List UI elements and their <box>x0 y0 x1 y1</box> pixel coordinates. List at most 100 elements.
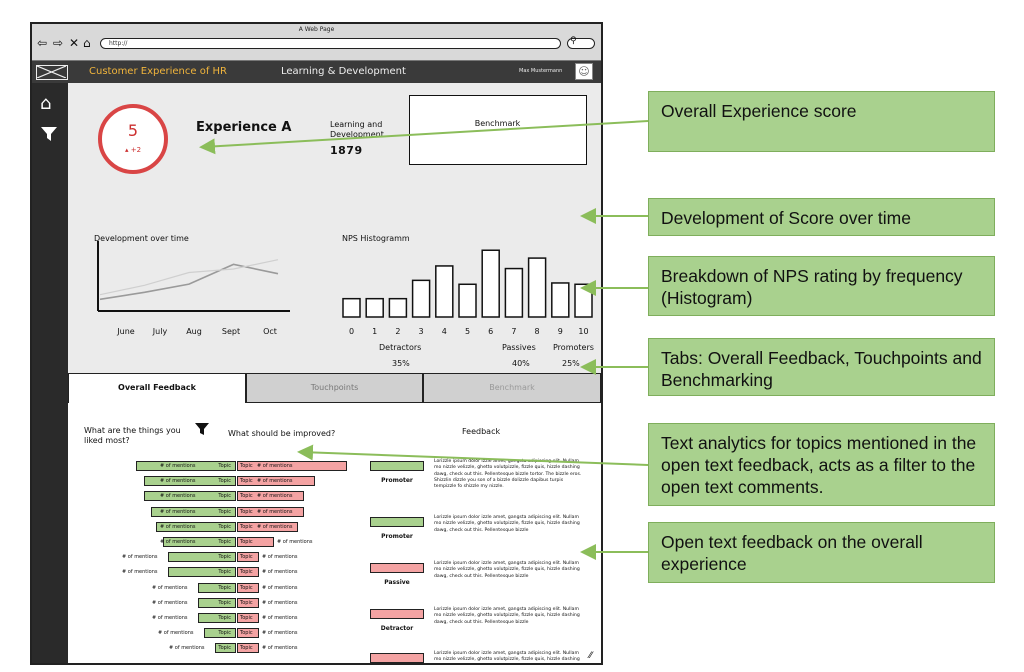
nps-bar[interactable] <box>388 297 408 318</box>
detractors-pct: 35% <box>392 359 410 368</box>
topic-bar-liked[interactable]: Topic <box>198 613 236 623</box>
callout-overall-score: Overall Experience score <box>648 91 995 152</box>
topic-label: Topic <box>218 645 231 652</box>
mentions-count-liked: # of mentions <box>160 523 196 530</box>
callout-text-analytics: Text analytics for topics mentioned in t… <box>648 423 995 506</box>
nps-tick-label: 2 <box>395 327 401 336</box>
topic-bar-improve[interactable]: Topic <box>237 491 304 502</box>
nps-tick-label: 7 <box>511 327 517 336</box>
feedback-title: Feedback <box>462 427 501 436</box>
topic-bar-improve[interactable]: Topic <box>237 537 274 547</box>
topic-bar-liked[interactable]: Topic <box>151 506 236 517</box>
forward-arrow-icon[interactable]: ⇨ <box>53 36 64 50</box>
home-icon[interactable]: ⌂ <box>83 36 91 50</box>
arrow-overall-score <box>199 120 649 155</box>
nps-bar[interactable] <box>551 282 570 318</box>
browser-titlebar: A Web Page ⇦ ⇨ ✕ ⌂ http:// ⚲ <box>32 24 601 61</box>
topic-bar-improve[interactable]: Topic <box>237 613 259 623</box>
topic-bar-liked[interactable]: Topic <box>156 521 236 532</box>
dev-x-tick-label: Aug <box>186 327 202 336</box>
topic-bar-improve[interactable]: Topic <box>237 597 259 608</box>
topic-bar-liked[interactable]: Topic <box>168 552 236 563</box>
mentions-count-improve: # of mentions <box>257 508 293 515</box>
improve-question: What should be improved? <box>228 429 336 438</box>
mentions-count-liked: # of mentions <box>158 630 194 637</box>
user-name[interactable]: Max Mustermann <box>519 68 563 74</box>
topic-bar-liked[interactable]: Topic <box>136 461 236 471</box>
mentions-count-liked: # of mentions <box>160 478 196 485</box>
topic-bar-improve[interactable]: Topic <box>237 567 259 578</box>
tab-overall-feedback[interactable]: Overall Feedback <box>68 373 246 403</box>
mentions-count-liked: # of mentions <box>152 599 188 606</box>
nps-tick-label: 0 <box>348 327 355 336</box>
topic-bar-improve[interactable]: Topic <box>237 461 347 471</box>
nps-bar[interactable] <box>435 265 454 318</box>
nps-histogram <box>342 249 593 318</box>
filter-icon[interactable] <box>40 125 58 148</box>
topic-bar-improve[interactable]: Topic <box>237 643 259 654</box>
main-content: 5 ▴ +2 Experience A Learning and Develop… <box>68 83 601 663</box>
nps-bar[interactable] <box>481 249 500 318</box>
topic-bar-improve[interactable]: Topic <box>237 476 315 487</box>
topic-bar-liked[interactable]: Topic <box>144 476 236 487</box>
topic-label: Topic <box>240 569 253 576</box>
back-arrow-icon[interactable]: ⇦ <box>37 36 48 50</box>
topic-label: Topic <box>218 539 231 545</box>
topic-bar-liked[interactable]: Topic <box>168 567 236 578</box>
nps-bar[interactable] <box>504 267 524 318</box>
feedback-comment-text: Lorizzle ipsum dolor izzle amet, gangsta… <box>434 607 580 625</box>
feedback-type-label: Detractor <box>380 625 414 632</box>
nps-bar[interactable] <box>411 279 431 318</box>
promoters-pct: 25% <box>562 359 580 368</box>
avatar[interactable]: ☺ <box>575 63 593 80</box>
topic-label: Topic <box>218 599 231 606</box>
filter-icon[interactable] <box>195 422 209 440</box>
home-icon[interactable]: ⌂ <box>40 93 52 114</box>
mentions-count-improve: # of mentions <box>277 539 313 545</box>
topic-label: Topic <box>218 554 231 561</box>
topic-bar-improve[interactable]: Topic <box>237 628 259 639</box>
tab-benchmark[interactable]: Benchmark <box>423 373 601 403</box>
logo <box>36 65 68 80</box>
stop-icon[interactable]: ✕ <box>69 36 80 50</box>
topic-label: Topic <box>240 523 253 530</box>
topic-bar-improve[interactable]: Topic <box>237 552 259 563</box>
topic-label: Topic <box>240 584 253 591</box>
callout-tabs: Tabs: Overall Feedback, Touchpoints and … <box>648 338 995 396</box>
experience-name: Experience A <box>196 120 292 135</box>
feedback-comment-text: Lorizzle ipsum dolor izzle amet, gangsta… <box>434 651 580 663</box>
topic-bar-liked[interactable]: Topic <box>198 582 236 593</box>
topic-bar-liked[interactable]: Topic <box>144 491 236 502</box>
feedback-type-label: Promoter <box>381 533 413 540</box>
topic-label: Topic <box>240 493 253 500</box>
passives-pct: 40% <box>512 359 530 368</box>
topic-bar-improve[interactable]: Topic <box>237 521 298 532</box>
group-label-line-1: Learning and <box>330 120 383 129</box>
topic-bar-liked[interactable]: Topic <box>215 643 236 654</box>
nps-bar[interactable] <box>342 297 361 318</box>
app-name[interactable]: Customer Experience of HR <box>89 66 227 77</box>
topic-label: Topic <box>218 478 231 485</box>
feedback-rating-bar <box>370 609 424 619</box>
browser-search-field[interactable]: ⚲ <box>567 36 595 49</box>
topic-bar-liked[interactable]: Topic <box>163 537 236 547</box>
nps-bar[interactable] <box>527 257 547 318</box>
mentions-count-liked: # of mentions <box>122 569 158 576</box>
nps-bar[interactable] <box>458 283 477 318</box>
topic-bar-liked[interactable]: Topic <box>198 597 236 608</box>
topic-bar-improve[interactable]: Topic <box>237 506 304 517</box>
callout-development: Development of Score over time <box>648 198 995 236</box>
topic-bar-liked[interactable]: Topic <box>204 628 236 639</box>
tab-touchpoints[interactable]: Touchpoints <box>246 373 423 403</box>
resize-grip-icon[interactable]: ⁄⁄ <box>589 651 593 661</box>
url-field[interactable]: http:// <box>100 38 561 49</box>
liked-question: What are the things you liked most? <box>84 426 181 446</box>
feedback-comment-text: Lorizzle ipsum dolor izzle amet, gangsta… <box>434 459 582 490</box>
nps-tick-label: 9 <box>557 327 563 336</box>
nps-tick-label: 4 <box>441 327 447 336</box>
app-header: Customer Experience of HR Learning & Dev… <box>32 61 601 83</box>
nps-bar[interactable] <box>365 297 384 318</box>
topic-bar-improve[interactable]: Topic <box>237 582 259 593</box>
mentions-count-improve: # of mentions <box>262 584 298 591</box>
